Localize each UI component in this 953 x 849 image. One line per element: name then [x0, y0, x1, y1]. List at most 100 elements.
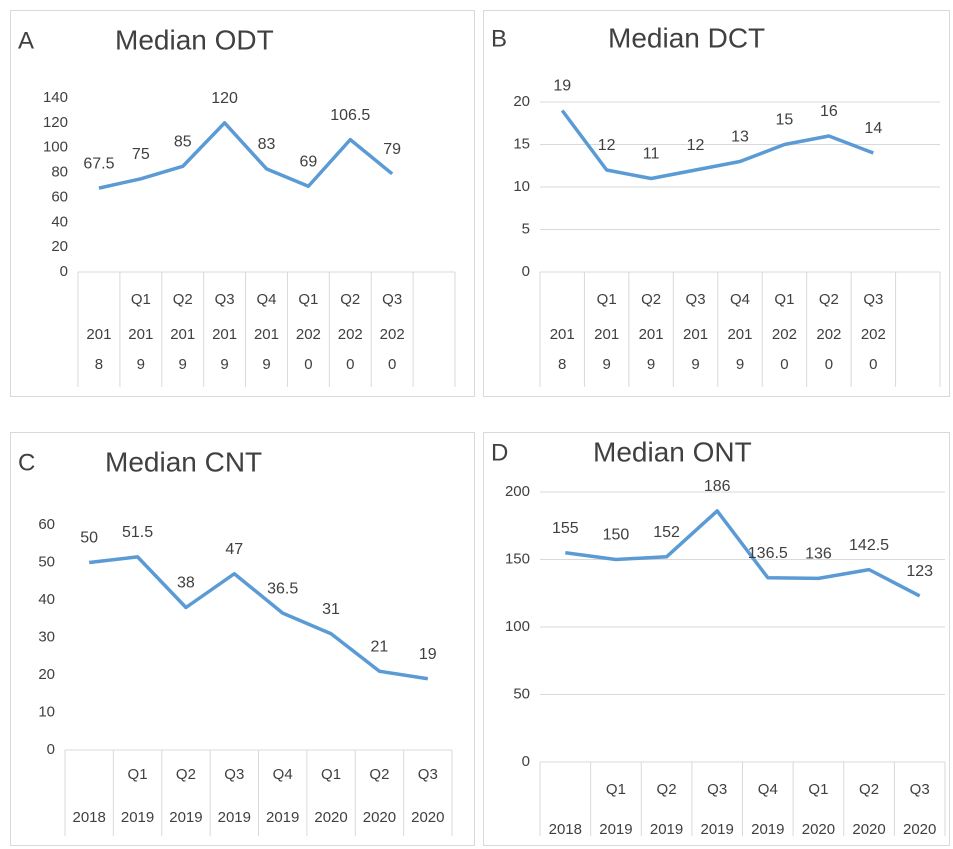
x-tick-year-box: 2020 — [816, 326, 842, 373]
x-tick-year-box: 2019 — [170, 326, 195, 373]
x-tick-year-box: 2020 — [379, 326, 405, 373]
x-tick-year-box: 2019 — [212, 326, 238, 373]
x-tick-year: 2019 — [701, 821, 734, 838]
x-tick-year: 2020 — [771, 326, 797, 373]
value-label: 19 — [553, 78, 571, 95]
x-tick-quarter: Q2 — [859, 781, 879, 798]
x-tick-year: 2019 — [638, 326, 664, 373]
y-tick-label: 150 — [505, 550, 530, 567]
y-tick-label: 15 — [513, 135, 530, 152]
x-tick-year: 2020 — [852, 821, 885, 838]
x-tick-quarter: Q1 — [774, 291, 794, 308]
x-tick-year-box: 2019 — [727, 326, 753, 373]
value-label: 11 — [643, 146, 660, 163]
chart-title: Median DCT — [608, 22, 765, 53]
x-tick-year: 2019 — [599, 821, 632, 838]
x-tick-year: 2019 — [253, 326, 279, 373]
panel-border — [483, 432, 950, 846]
x-tick-year-box: 2019 — [128, 326, 153, 373]
x-tick-year-box: 2020 — [771, 326, 797, 373]
y-tick-label: 0 — [522, 753, 530, 770]
x-tick-year: 2020 — [816, 326, 842, 373]
value-label: 136 — [805, 546, 832, 563]
value-label: 123 — [906, 563, 933, 580]
value-label: 36.5 — [267, 580, 298, 597]
panel: B Median DCT 0 5 10 15 20 2018 Q1 2019 Q2 2019 Q3 201… — [483, 10, 950, 397]
x-tick-year: 2020 — [802, 821, 835, 838]
line — [560, 109, 874, 181]
x-tick-year: 2018 — [549, 821, 582, 838]
x-tick-quarter: Q1 — [597, 291, 617, 308]
value-label: 13 — [731, 129, 749, 146]
value-label: 14 — [864, 120, 882, 137]
y-tick-label: 20 — [51, 238, 68, 255]
value-label: 15 — [776, 112, 794, 129]
x-tick-year-box: 2020 — [296, 326, 321, 373]
y-tick-label: 100 — [43, 139, 68, 156]
panel-border — [10, 432, 475, 846]
x-tick-year-box: 2020 — [338, 326, 363, 373]
line — [565, 509, 921, 598]
value-label: 50 — [80, 530, 98, 547]
x-tick-year: 2020 — [411, 809, 444, 826]
y-tick-label: 10 — [513, 178, 530, 195]
chart-title: Median ODT — [115, 24, 274, 55]
x-tick-year: 2020 — [379, 326, 405, 373]
x-tick-year: 2019 — [683, 326, 709, 373]
x-tick-year: 2020 — [860, 326, 886, 373]
panel: C Median CNT 0 10 20 30 40 50 60 2018 Q1 2019 Q2 2019… — [10, 432, 475, 846]
y-tick-label: 40 — [38, 591, 55, 608]
x-tick-year: 2019 — [266, 809, 299, 826]
y-tick-label: 10 — [38, 703, 55, 720]
y-tick-label: 80 — [51, 164, 68, 181]
x-tick-year-box: 2018 — [550, 326, 575, 373]
panel-label: D — [491, 439, 508, 466]
y-tick-label: 200 — [505, 483, 530, 500]
value-label: 12 — [598, 137, 616, 154]
x-tick-quarter: Q2 — [176, 766, 196, 783]
y-tick-label: 100 — [505, 618, 530, 635]
x-tick-year-box: 2019 — [253, 326, 279, 373]
y-tick-label: 60 — [38, 516, 55, 533]
panel-label: A — [18, 27, 34, 54]
x-tick-year: 2018 — [86, 326, 112, 373]
x-tick-year-box: 2019 — [594, 326, 619, 373]
value-label: 106.5 — [330, 107, 370, 124]
y-tick-label: 5 — [522, 220, 530, 237]
x-tick-quarter: Q1 — [128, 766, 148, 783]
x-tick-quarter: Q4 — [758, 781, 778, 798]
x-tick-quarter: Q3 — [863, 291, 883, 308]
x-tick-quarter: Q3 — [224, 766, 244, 783]
y-tick-label: 140 — [43, 89, 68, 106]
panel: D Median ONT 0 50 100 150 200 2018 Q1 2019 Q2 2019 Q… — [483, 432, 950, 846]
x-tick-quarter: Q3 — [382, 291, 402, 308]
x-tick-year: 2019 — [121, 809, 154, 826]
x-tick-quarter: Q2 — [340, 291, 360, 308]
y-tick-label: 50 — [513, 685, 530, 702]
x-tick-quarter: Q4 — [256, 291, 276, 308]
x-tick-quarter: Q2 — [369, 766, 389, 783]
y-tick-label: 20 — [513, 93, 530, 110]
value-label: 142.5 — [849, 537, 889, 554]
x-tick-quarter: Q1 — [321, 766, 341, 783]
value-label: 12 — [687, 137, 705, 154]
x-tick-year: 2020 — [903, 821, 936, 838]
value-label: 67.5 — [83, 155, 114, 172]
x-tick-year: 2019 — [212, 326, 238, 373]
value-label: 47 — [225, 541, 243, 558]
x-tick-year-box: 2020 — [860, 326, 886, 373]
value-label: 120 — [211, 90, 238, 107]
value-label: 155 — [552, 520, 579, 537]
x-tick-quarter: Q2 — [641, 291, 661, 308]
x-tick-year: 2018 — [73, 809, 106, 826]
y-tick-label: 40 — [51, 213, 68, 230]
y-tick-label: 0 — [60, 263, 68, 280]
x-tick-year: 2019 — [727, 326, 753, 373]
line — [88, 555, 429, 681]
value-label: 85 — [174, 134, 192, 151]
value-label: 69 — [299, 153, 317, 170]
x-tick-quarter: Q3 — [910, 781, 930, 798]
value-label: 31 — [322, 601, 340, 618]
panel-label: B — [491, 25, 507, 52]
